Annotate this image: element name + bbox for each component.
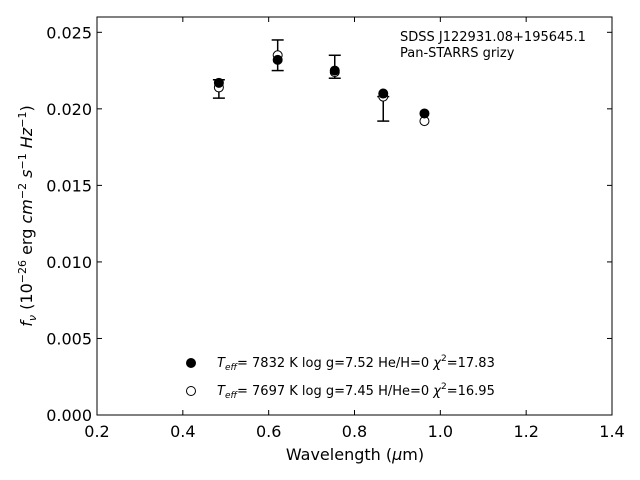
- legend-chi: χ: [432, 356, 442, 371]
- legend-rest: = 7697 K log g=7.45 H/He=0: [237, 384, 433, 399]
- legend-marker-open: [186, 386, 196, 396]
- y-tick-label: 0.020: [46, 100, 92, 119]
- x-axis-label: Wavelength (μm): [286, 445, 424, 464]
- y-label-exp1: −26: [16, 260, 29, 283]
- y-label-s: s: [17, 170, 36, 183]
- x-tick-label: 0.2: [84, 422, 109, 441]
- y-label-close: ): [17, 105, 36, 111]
- legend-rest: = 7832 K log g=7.52 He/H=0: [237, 356, 433, 371]
- point-filled: [378, 88, 389, 99]
- y-label-exp4: −1: [16, 112, 29, 128]
- legend-chi: χ: [432, 384, 442, 399]
- y-label-hz: Hz: [17, 127, 36, 153]
- legend-entry-h-he: Teff= 7697 K log g=7.45 H/He=0 χ2=16.95: [217, 382, 495, 401]
- annotation-object: SDSS J122931.08+195645.1: [400, 30, 586, 45]
- point-filled: [419, 108, 430, 119]
- legend-chi-exp: 2: [441, 382, 447, 392]
- y-tick-label: 0.000: [46, 406, 92, 425]
- legend: Teff= 7832 K log g=7.52 He/H=0 χ2=17.83 …: [186, 354, 495, 401]
- x-axis: 0.2 0.4 0.6 0.8 1.0 1.2 1.4: [84, 17, 625, 441]
- x-tick-label: 0.8: [342, 422, 367, 441]
- y-label-cm: cm: [17, 199, 36, 223]
- y-axis: 0.000 0.005 0.010 0.015 0.020 0.025: [46, 23, 612, 425]
- data-markers: [213, 50, 430, 127]
- annotation-survey: Pan-STARRS grizy: [400, 46, 515, 61]
- legend-eff: eff: [225, 391, 239, 401]
- legend-entry-he-h: Teff= 7832 K log g=7.52 He/H=0 χ2=17.83: [217, 354, 495, 373]
- y-tick-label: 0.005: [46, 329, 92, 348]
- y-tick-label: 0.015: [46, 176, 92, 195]
- x-tick-label: 1.2: [513, 422, 538, 441]
- y-label-nu: ν: [26, 315, 39, 321]
- x-tick-label: 0.4: [170, 422, 195, 441]
- y-label-exp3: −1: [16, 153, 29, 169]
- y-label-open: (10: [17, 283, 36, 315]
- legend-T: T: [217, 384, 226, 399]
- y-label-exp2: −2: [16, 183, 29, 199]
- x-tick-label: 1.4: [599, 422, 624, 441]
- plot-area: [96, 16, 613, 416]
- y-tick-label: 0.025: [46, 23, 92, 42]
- x-axis-label-tail: m): [402, 445, 424, 464]
- legend-T: T: [217, 356, 226, 371]
- point-filled: [329, 65, 340, 76]
- legend-marker-filled: [186, 358, 196, 368]
- y-axis-label: fν (10−26 erg cm−2 s−1 Hz−1): [16, 105, 39, 326]
- legend-eff: eff: [225, 363, 239, 373]
- legend-chi-exp: 2: [441, 354, 447, 364]
- x-tick-label: 1.0: [428, 422, 453, 441]
- point-filled: [272, 54, 283, 65]
- y-label-f: f: [17, 319, 36, 327]
- x-tick-label: 0.6: [256, 422, 281, 441]
- x-axis-label-base: Wavelength (: [286, 445, 392, 464]
- legend-chi-val: =16.95: [447, 384, 495, 399]
- x-axis-label-mu: μ: [391, 445, 402, 464]
- y-label-erg: erg: [17, 224, 36, 260]
- y-tick-label: 0.010: [46, 253, 92, 272]
- legend-chi-val: =17.83: [447, 356, 495, 371]
- point-filled: [213, 77, 224, 88]
